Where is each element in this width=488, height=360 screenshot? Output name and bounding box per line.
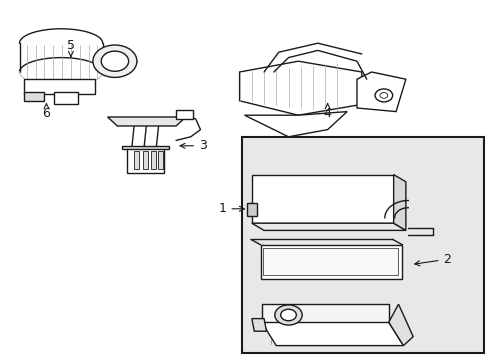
Text: 3: 3 xyxy=(180,139,206,152)
Text: 4: 4 xyxy=(323,104,331,120)
Polygon shape xyxy=(251,319,266,331)
Polygon shape xyxy=(251,223,405,230)
Circle shape xyxy=(101,51,128,71)
Text: 2: 2 xyxy=(414,253,450,266)
Polygon shape xyxy=(24,92,44,101)
Polygon shape xyxy=(54,92,78,104)
Text: 5: 5 xyxy=(67,39,75,57)
Polygon shape xyxy=(356,72,405,112)
Polygon shape xyxy=(388,304,412,346)
Bar xyxy=(142,151,147,169)
Bar xyxy=(242,137,483,353)
Polygon shape xyxy=(260,245,402,279)
Text: 6: 6 xyxy=(42,104,50,120)
Polygon shape xyxy=(127,148,163,173)
Polygon shape xyxy=(251,175,393,223)
Polygon shape xyxy=(24,79,95,94)
Polygon shape xyxy=(239,61,361,115)
Polygon shape xyxy=(107,117,185,126)
Bar xyxy=(158,151,163,169)
Polygon shape xyxy=(261,322,403,346)
Bar xyxy=(263,248,397,275)
Polygon shape xyxy=(246,203,256,216)
Polygon shape xyxy=(393,175,405,230)
Circle shape xyxy=(93,45,137,77)
Bar xyxy=(151,151,156,169)
Polygon shape xyxy=(122,146,168,149)
Polygon shape xyxy=(261,304,388,322)
Circle shape xyxy=(274,305,302,325)
Bar xyxy=(176,110,193,119)
Bar xyxy=(134,151,139,169)
Circle shape xyxy=(280,309,296,321)
Text: 1: 1 xyxy=(218,202,244,215)
Polygon shape xyxy=(244,112,346,137)
